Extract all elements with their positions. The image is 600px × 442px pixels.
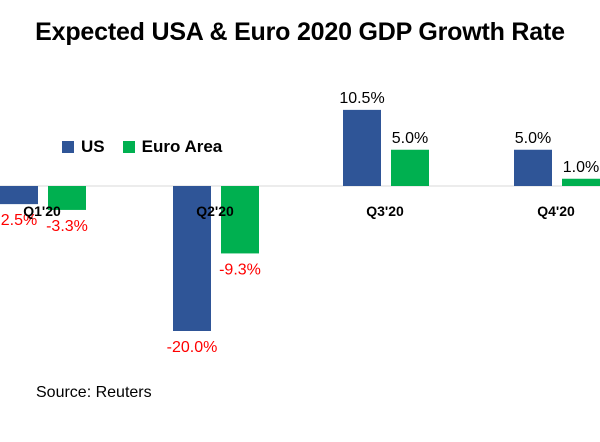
category-label-q1-20: Q1'20 bbox=[23, 203, 61, 219]
data-label-us-q2-20: -20.0% bbox=[167, 339, 218, 356]
bar-us-q3-20 bbox=[343, 109, 381, 186]
data-label-us-q4-20: 5.0% bbox=[515, 130, 551, 147]
legend-item-euro-area: Euro Area bbox=[122, 137, 223, 157]
category-label-q3-20: Q3'20 bbox=[366, 203, 404, 219]
bar-euro-area-q1-20 bbox=[48, 186, 86, 210]
data-label-euro-area-q4-20: 1.0% bbox=[563, 159, 599, 176]
legend-item-us: US bbox=[62, 137, 105, 157]
legend-swatch-euro-area bbox=[122, 141, 135, 153]
bar-us-q1-20 bbox=[0, 186, 38, 205]
legend-swatch-us bbox=[62, 141, 74, 153]
legend-label-us: US bbox=[81, 137, 105, 156]
source-note: Source: Reuters bbox=[36, 384, 152, 401]
category-label-q4-20: Q4'20 bbox=[537, 203, 575, 219]
chart-title: Expected USA & Euro 2020 GDP Growth Rate bbox=[35, 18, 565, 46]
category-label-q2-20: Q2'20 bbox=[196, 203, 234, 219]
bar-euro-area-q2-20 bbox=[221, 186, 259, 254]
bar-euro-area-q4-20 bbox=[562, 178, 600, 186]
data-label-euro-area-q1-20: -3.3% bbox=[46, 218, 88, 235]
data-label-euro-area-q2-20: -9.3% bbox=[219, 261, 261, 278]
bar-us-q2-20 bbox=[173, 186, 211, 331]
legend: US Euro Area bbox=[62, 137, 240, 157]
data-label-us-q1-20: 2.5% bbox=[1, 212, 37, 229]
data-label-euro-area-q3-20: 5.0% bbox=[392, 130, 428, 147]
data-label-us-q3-20: 10.5% bbox=[339, 90, 384, 107]
legend-label-euro-area: Euro Area bbox=[141, 137, 223, 156]
bar-us-q4-20 bbox=[514, 149, 552, 186]
bar-euro-area-q3-20 bbox=[391, 149, 429, 186]
